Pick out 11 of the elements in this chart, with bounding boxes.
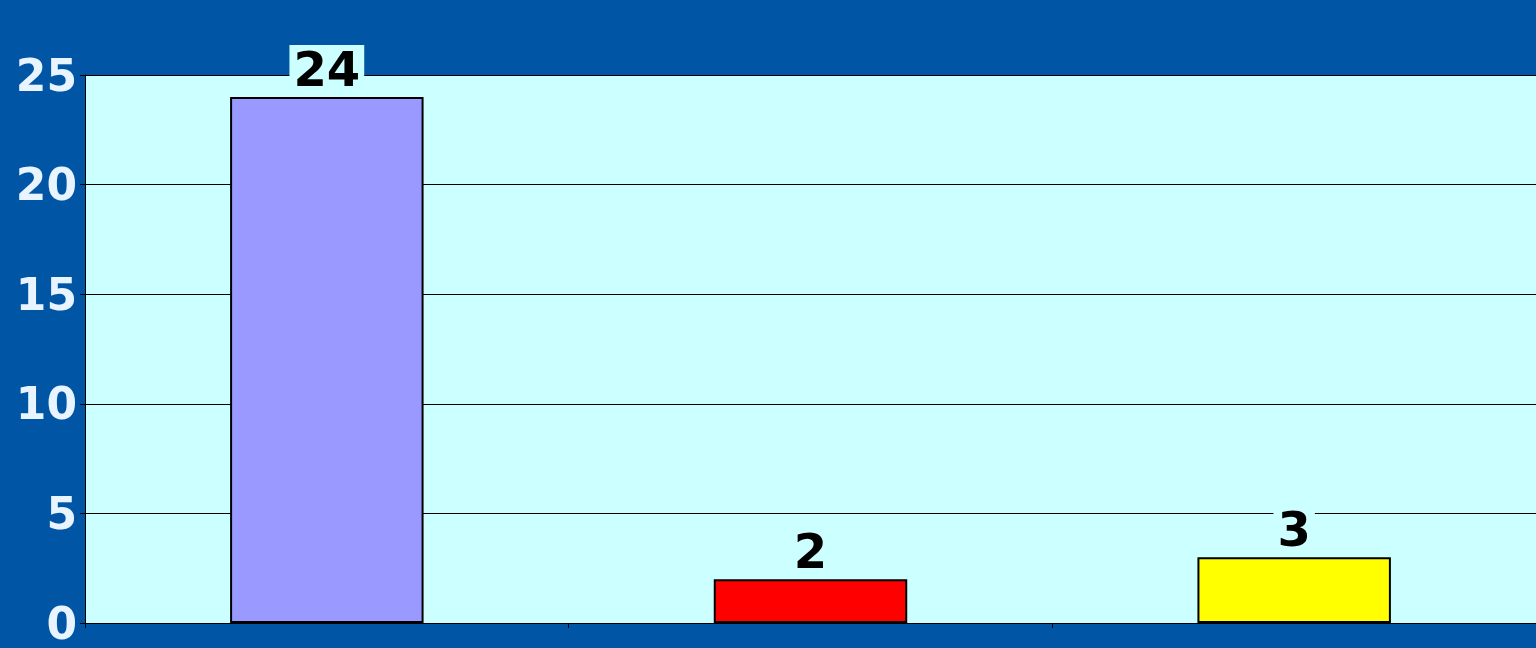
data-label: 2 — [793, 523, 828, 580]
y-tick-label: 10 — [15, 378, 77, 430]
bar — [1197, 557, 1391, 623]
y-tick-label: 25 — [15, 49, 77, 101]
y-tick-label: 15 — [15, 268, 77, 320]
y-tick-label: 0 — [46, 597, 77, 648]
y-tick-label: 20 — [15, 159, 77, 211]
bar — [713, 579, 908, 623]
data-label: 24 — [293, 40, 361, 97]
data-label: 3 — [1277, 501, 1311, 558]
y-tick-label: 5 — [46, 487, 77, 539]
